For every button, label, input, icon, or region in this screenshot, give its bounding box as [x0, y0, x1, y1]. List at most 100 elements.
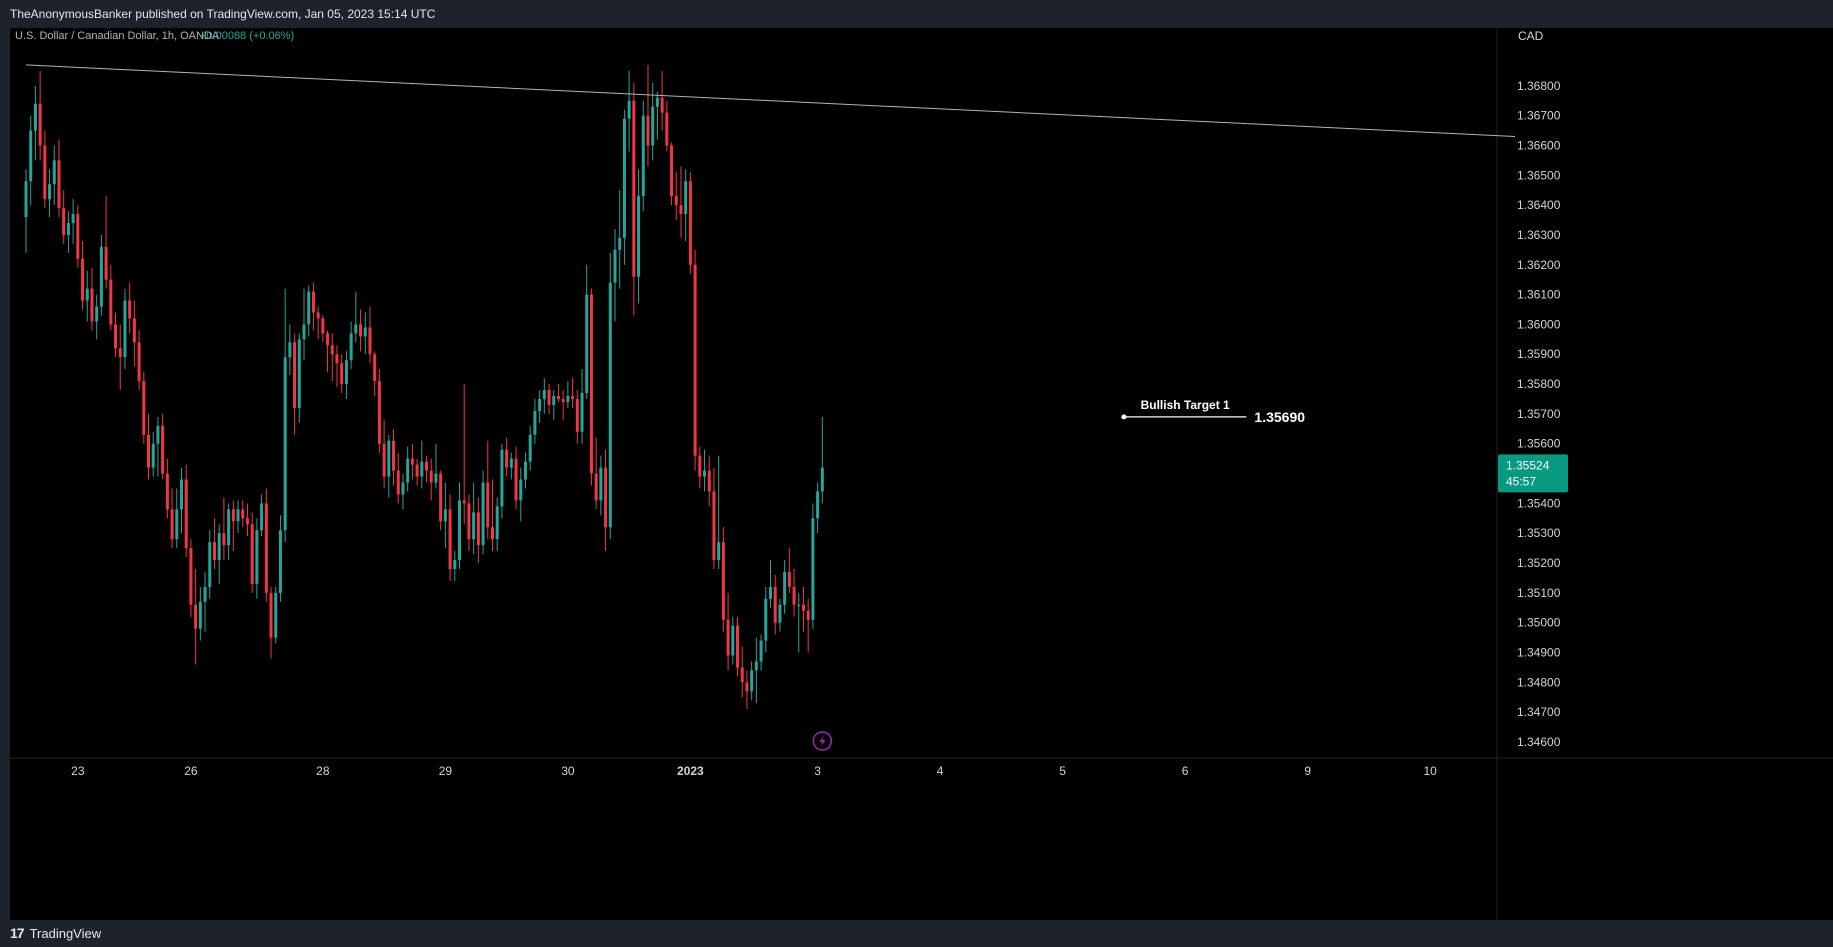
candle [288, 324, 292, 376]
candle [453, 551, 457, 581]
candle-body [467, 503, 471, 540]
time-tick-label: 30 [561, 764, 575, 778]
candle [340, 354, 344, 394]
candle-body [208, 542, 212, 587]
candle-body [109, 279, 113, 325]
target-anchor[interactable] [1121, 414, 1127, 420]
candle-body [801, 604, 805, 611]
candle [627, 70, 631, 152]
candle-body [142, 381, 146, 435]
candle [114, 312, 118, 358]
candle [561, 390, 565, 420]
candle [62, 190, 66, 244]
candle [156, 416, 160, 477]
candle-body [500, 449, 504, 507]
time-tick-label: 5 [1059, 764, 1066, 778]
candle [147, 413, 151, 480]
candle-body [472, 512, 476, 540]
candle-body [698, 455, 702, 477]
chart-pane[interactable]: 1.34600 1.34700 1.34800 1.34900 1.35000 1.351… [10, 28, 1833, 920]
candle-body [330, 345, 334, 355]
price-tick-label: 1.35000 [1517, 616, 1561, 630]
candle-body [556, 396, 560, 399]
bullish-target-annotation[interactable]: Bullish Target 1 1.35690 [1121, 398, 1305, 425]
candle-body [519, 479, 523, 501]
candle [66, 211, 70, 253]
candle [613, 228, 617, 322]
symbol-title[interactable]: U.S. Dollar / Canadian Dollar, 1h, OANDA [15, 30, 220, 42]
candle [373, 351, 377, 397]
candle-body [712, 491, 716, 561]
candle-body [783, 571, 787, 605]
candle [533, 398, 537, 444]
candle [283, 288, 287, 543]
candle [764, 586, 768, 653]
candle-body [490, 527, 494, 540]
candle [637, 169, 641, 304]
candle-body [434, 473, 438, 483]
candle-body [321, 318, 325, 334]
candle [354, 291, 358, 343]
candle-body [137, 342, 141, 382]
candle [797, 592, 801, 653]
candle-body [161, 425, 165, 474]
price-tick-label: 1.36100 [1517, 288, 1561, 302]
candle-body [589, 294, 593, 474]
candle-body [684, 181, 688, 215]
price-tick-label: 1.34600 [1517, 735, 1561, 749]
candle [236, 500, 240, 534]
candle-body [293, 342, 297, 408]
candle-body [523, 461, 527, 480]
candle-body [274, 592, 278, 638]
candle-body [307, 291, 311, 325]
candle-body [745, 682, 749, 692]
candle [198, 586, 202, 641]
candle-body [538, 398, 542, 411]
candlestick-chart[interactable]: 1.34600 1.34700 1.34800 1.34900 1.35000 1.351… [10, 28, 1833, 920]
candle-body [679, 205, 683, 215]
candle [589, 288, 593, 486]
candle [655, 91, 659, 140]
candle-body [429, 470, 433, 483]
candle [509, 452, 513, 480]
candle-body [641, 115, 645, 197]
candle [783, 560, 787, 614]
candle [326, 330, 330, 373]
candle-body [448, 509, 452, 570]
lightning-icon[interactable] [812, 731, 833, 751]
time-axis[interactable]: 23 26 28 29 30 2023 3 4 5 6 9 10 [71, 764, 1437, 778]
candle [538, 390, 542, 423]
candle-body [179, 479, 183, 510]
candle-body [297, 339, 301, 408]
candle [726, 592, 730, 671]
price-tick-label: 1.36600 [1517, 138, 1561, 152]
time-tick-label: 6 [1182, 764, 1189, 778]
footer-bar: 17 TradingView [0, 920, 1833, 947]
trendline[interactable] [25, 64, 1516, 138]
candle-body [768, 586, 772, 599]
candle [528, 425, 532, 471]
candle-body [316, 312, 320, 319]
price-axis[interactable]: 1.34600 1.34700 1.34800 1.34900 1.35000 1.351… [1517, 79, 1561, 749]
candle-body [81, 258, 85, 301]
candle-body [486, 482, 490, 528]
candle-body [123, 300, 127, 358]
candle [392, 428, 396, 486]
time-tick-label: 3 [814, 764, 821, 778]
candle-body [797, 604, 801, 606]
tradingview-logo[interactable]: 17 TradingView [10, 920, 101, 947]
candle [801, 586, 805, 632]
candle [688, 172, 692, 274]
candle-body [241, 509, 245, 519]
candle-body [731, 625, 735, 656]
candle [519, 467, 523, 522]
candle [670, 142, 674, 206]
candle-body [759, 640, 763, 662]
candle-body [566, 396, 570, 402]
time-tick-label: 9 [1304, 764, 1311, 778]
candle [344, 351, 348, 399]
candle-body [736, 625, 740, 668]
candle-body [646, 115, 650, 146]
candle [118, 324, 122, 391]
candle-body [415, 464, 419, 477]
